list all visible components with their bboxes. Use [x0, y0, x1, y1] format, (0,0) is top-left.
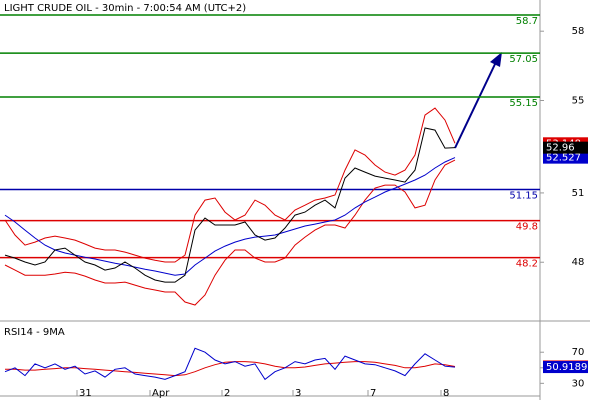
x-tick-label: 3 [295, 388, 301, 399]
y-tick-label: 30 [572, 378, 585, 389]
level-label: 49.8 [516, 222, 538, 233]
level-label: 58.7 [516, 16, 538, 27]
series-line [5, 361, 456, 377]
level-label: 51.15 [509, 190, 538, 201]
x-tick-label: 8 [443, 388, 449, 399]
x-tick-label: Apr [152, 388, 170, 399]
series-line [4, 107, 456, 263]
price-tag-label: 52.527 [546, 153, 581, 164]
x-tick-label: 31 [79, 388, 92, 399]
price-tag-label: 52.96 [546, 143, 575, 154]
y-tick-label: 55 [572, 96, 585, 107]
price-tag-label: 50.9189 [546, 362, 587, 373]
y-tick-label: 70 [572, 347, 585, 358]
x-tick-label: 2 [224, 388, 230, 399]
y-tick-label: 48 [572, 257, 585, 268]
series-line [4, 159, 456, 306]
level-label: 48.2 [516, 259, 538, 270]
series-line [4, 347, 456, 381]
arrow-head [490, 52, 502, 67]
panel-title: RSI14 - 9MA [4, 327, 65, 338]
y-tick-label: 58 [572, 26, 585, 37]
projection-arrow [454, 61, 497, 149]
x-tick-label: 7 [370, 388, 376, 399]
series-line [4, 157, 456, 276]
price-tag [543, 141, 588, 154]
level-label: 55.15 [509, 98, 538, 109]
price-tag [543, 361, 588, 374]
series-line [4, 127, 456, 283]
level-label: 57.05 [509, 54, 538, 65]
chart-title: LIGHT CRUDE OIL - 30min - 7:00:54 AM (UT… [4, 3, 246, 14]
y-tick-label: 51 [572, 188, 585, 199]
price-tag [543, 151, 588, 164]
